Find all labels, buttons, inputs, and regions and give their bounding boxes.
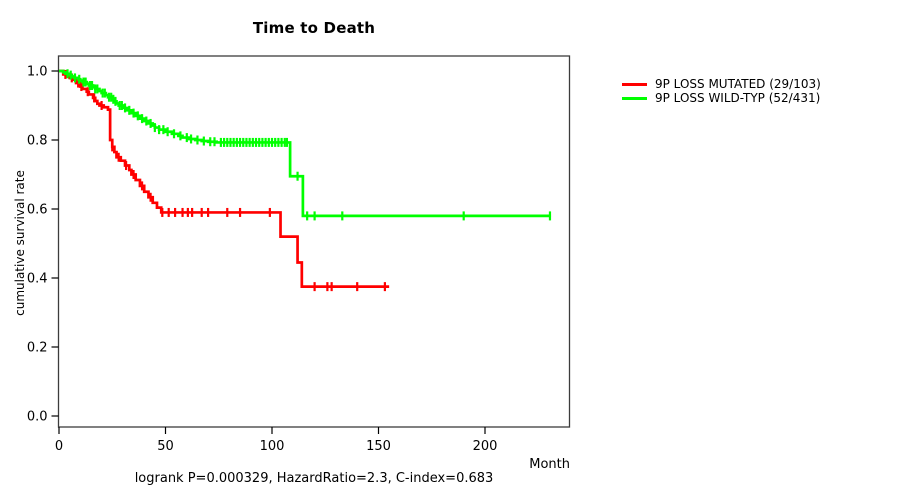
x-tick-label: 0: [55, 439, 63, 454]
y-tick-label: 0.8: [27, 134, 48, 149]
km-curve-0: [59, 69, 390, 288]
x-tick-label: 50: [157, 439, 174, 454]
legend-item-wildtype: 9P LOSS WILD-TYP (52/431): [622, 91, 821, 105]
y-tick-label: 0.4: [27, 272, 48, 287]
km-curve-1: [59, 69, 552, 218]
legend-line-mutated-icon: [622, 82, 647, 86]
y-tick-label: 0.0: [27, 410, 48, 425]
x-tick-label: 100: [260, 439, 285, 454]
stats-annotation: logrank P=0.000329, HazardRatio=2.3, C-i…: [134, 471, 494, 486]
y-tick-label: 1.0: [27, 65, 48, 80]
legend: 9P LOSS MUTATED (29/103) 9P LOSS WILD-TY…: [622, 77, 821, 105]
x-tick-label: 200: [473, 439, 498, 454]
legend-item-mutated: 9P LOSS MUTATED (29/103): [622, 77, 821, 91]
y-tick-label: 0.2: [27, 341, 48, 356]
legend-label-wildtype: 9P LOSS WILD-TYP (52/431): [655, 91, 821, 105]
chart-title: Time to Death: [252, 19, 376, 37]
y-tick-label: 0.6: [27, 203, 48, 218]
legend-label-mutated: 9P LOSS MUTATED (29/103): [655, 77, 821, 91]
legend-line-wildtype-icon: [622, 96, 647, 100]
x-tick-label: 150: [366, 439, 391, 454]
x-axis-label: Month: [529, 457, 570, 472]
plot-box: [57, 55, 571, 428]
